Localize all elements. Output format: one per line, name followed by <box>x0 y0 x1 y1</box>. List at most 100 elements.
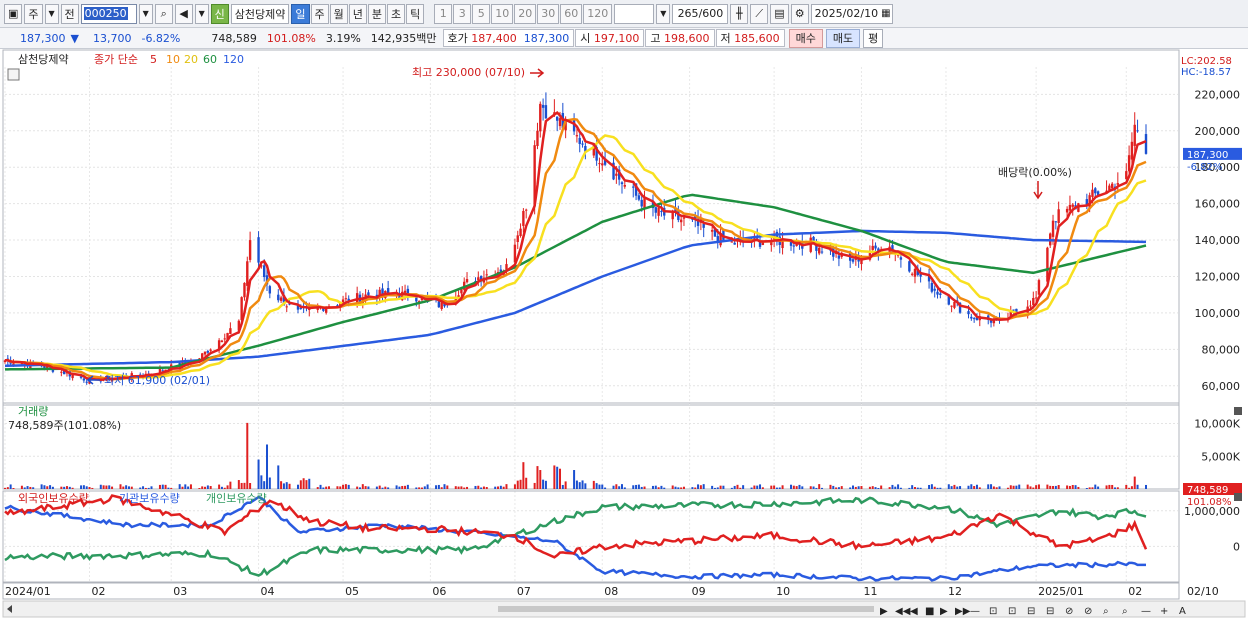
candle-body <box>837 255 841 259</box>
interval-tab-120[interactable]: 120 <box>583 3 613 24</box>
volume-bar <box>911 485 914 489</box>
playback-control-icon[interactable]: ⌕ <box>1122 606 1128 617</box>
period-tab-4[interactable]: 분 <box>367 3 387 24</box>
interval-tab-1[interactable]: 1 <box>434 3 453 24</box>
playback-control-icon[interactable]: ⊟ <box>1027 606 1035 617</box>
window-icon[interactable]: ▣ <box>4 3 23 24</box>
volume-bar <box>43 485 46 489</box>
volume-bar <box>992 486 995 489</box>
data-count[interactable]: 265/600 <box>672 3 729 24</box>
interval-tab-30[interactable]: 30 <box>537 3 560 24</box>
save-icon[interactable]: ▤ <box>770 3 789 24</box>
sound-icon[interactable]: ◀ <box>174 3 193 24</box>
candle-body <box>1091 189 1094 198</box>
candle-body <box>539 103 542 132</box>
interval-input[interactable] <box>614 3 655 24</box>
volume-bar <box>513 484 516 489</box>
volume-bar <box>119 484 122 489</box>
stock-name: 삼천당제약 <box>230 3 290 24</box>
date-input[interactable]: 2025/02/10 ▦ <box>810 3 893 24</box>
playback-control-icon[interactable]: ⊟ <box>1046 606 1054 617</box>
candle-body <box>634 183 638 196</box>
candle-body <box>513 244 517 263</box>
price-tick-label: 120,000 <box>1195 270 1241 283</box>
candle-body <box>465 279 469 283</box>
search-icon[interactable]: ⌕ <box>154 3 173 24</box>
playback-control-icon[interactable]: ▶ <box>940 606 948 617</box>
playback-control-icon[interactable]: ⊡ <box>989 606 997 617</box>
volume-bar <box>781 485 784 489</box>
interval-tab-5[interactable]: 5 <box>472 3 491 24</box>
playback-control-icon[interactable]: ■ <box>925 606 934 617</box>
ma-legend-prefix: 종가 단순 <box>94 53 138 66</box>
period-tab-3[interactable]: 년 <box>348 3 367 24</box>
buy-button[interactable]: 매수 <box>788 28 823 48</box>
volume-bar <box>829 484 832 489</box>
volume-bar <box>446 485 449 489</box>
volume-bar <box>485 487 488 489</box>
volume-bar <box>122 486 125 489</box>
code-dropdown-icon[interactable]: ▼ <box>138 3 153 24</box>
candle-body <box>1071 204 1074 207</box>
market-select[interactable]: 주 <box>24 3 43 24</box>
interval-tab-10[interactable]: 10 <box>491 3 514 24</box>
average-button[interactable]: 평 <box>863 28 884 48</box>
interval-tab-20[interactable]: 20 <box>514 3 537 24</box>
prev-button[interactable]: 전 <box>60 3 79 24</box>
volume-bar <box>384 486 387 489</box>
chart-type-icon[interactable]: ╫ <box>730 3 749 24</box>
playback-control-icon[interactable]: ▶▶ <box>955 606 971 617</box>
playback-control-icon[interactable]: — <box>1141 606 1151 617</box>
calendar-icon[interactable]: ▦ <box>881 8 891 19</box>
playback-control-icon[interactable]: — <box>970 606 980 617</box>
volume-bar <box>201 486 204 489</box>
candle-body <box>1085 199 1089 206</box>
period-tab-0[interactable]: 일 <box>291 3 310 24</box>
playback-control-icon[interactable]: ⌕ <box>1103 606 1109 617</box>
open-label: 시 <box>580 32 591 45</box>
draw-tool-icon[interactable]: ⟋ <box>750 3 769 24</box>
holder-tick-label: 1,000,000 <box>1184 505 1240 518</box>
interval-tab-3[interactable]: 3 <box>453 3 472 24</box>
volume-bar <box>80 485 83 489</box>
playback-control-icon[interactable]: ⊘ <box>1065 606 1073 617</box>
sound-dropdown-icon[interactable]: ▼ <box>194 3 209 24</box>
playback-control-icon[interactable]: ▶ <box>880 606 888 617</box>
period-tab-2[interactable]: 월 <box>329 3 348 24</box>
volume-bar <box>220 486 223 489</box>
interval-tab-60[interactable]: 60 <box>560 3 583 24</box>
volume-bar <box>387 487 390 489</box>
volume-bar <box>801 486 804 489</box>
playback-control-icon[interactable]: ⊘ <box>1084 606 1092 617</box>
stock-name-label: 삼천당제약 <box>234 7 286 21</box>
candle-body <box>277 294 280 301</box>
period-tab-6[interactable]: 틱 <box>406 3 425 24</box>
volume-bar <box>20 485 23 489</box>
volume-bar <box>618 486 621 489</box>
market-dropdown-icon[interactable]: ▼ <box>44 3 59 24</box>
playback-control-icon[interactable]: ◀ <box>910 606 918 617</box>
volume-bar <box>894 486 897 489</box>
volume-bar <box>158 484 161 489</box>
playback-control-icon[interactable]: + <box>1160 606 1168 617</box>
sell-button[interactable]: 매도 <box>825 28 861 48</box>
candle-body <box>485 274 488 276</box>
ask-quote: 호가 187,400 187,300 <box>442 29 575 47</box>
volume-bar <box>936 487 939 489</box>
period-tab-1[interactable]: 주 <box>310 3 329 24</box>
volume-bar <box>418 487 421 489</box>
candle-body <box>891 245 894 253</box>
period-tab-5[interactable]: 초 <box>387 3 406 24</box>
volume-bar <box>852 485 855 489</box>
volume-bar <box>150 486 153 489</box>
candle-body <box>43 365 46 368</box>
playback-control-icon[interactable]: ◀◀ <box>895 606 911 617</box>
candle-body <box>812 236 815 244</box>
legend-foreign: 외국인보유수량 <box>18 492 89 505</box>
stock-code-input[interactable]: 000250 <box>80 3 137 24</box>
volume-bar <box>1029 486 1032 489</box>
gear-icon[interactable]: ⚙ <box>790 3 809 24</box>
playback-control-icon[interactable]: ⊡ <box>1008 606 1016 617</box>
interval-dropdown-icon[interactable]: ▼ <box>656 3 671 24</box>
playback-control-icon[interactable]: A <box>1179 606 1186 617</box>
